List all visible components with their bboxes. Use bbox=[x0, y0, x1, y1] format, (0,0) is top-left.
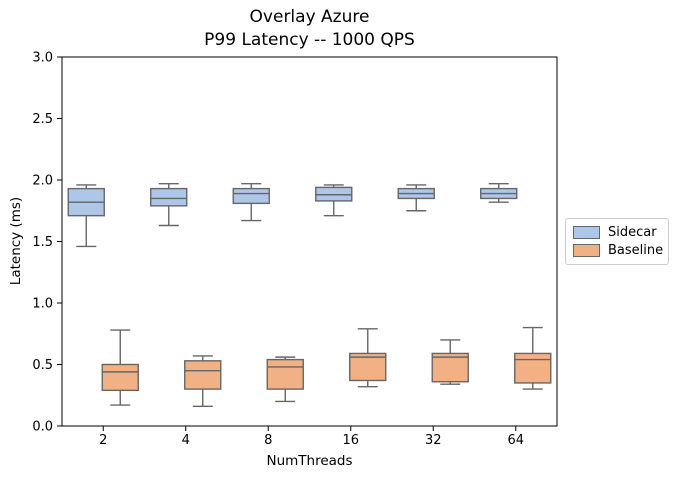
box-rect bbox=[101, 363, 139, 392]
boxplot-sidecar-64 bbox=[480, 182, 518, 203]
x-tick-label: 64 bbox=[507, 433, 524, 448]
x-axis-label: NumThreads bbox=[266, 453, 353, 469]
y-tick-label: 0.5 bbox=[32, 358, 53, 373]
x-tick-label: 4 bbox=[182, 433, 190, 448]
legend-label-baseline: Baseline bbox=[608, 243, 664, 258]
baseline-swatch-icon bbox=[573, 244, 600, 257]
chart-title-line2: P99 Latency -- 1000 QPS bbox=[204, 30, 415, 50]
legend-label-sidecar: Sidecar bbox=[608, 225, 657, 240]
boxplot-sidecar-16 bbox=[315, 184, 353, 217]
box-rect bbox=[266, 358, 304, 390]
x-tick-label: 16 bbox=[342, 433, 359, 448]
boxplot-baseline-8 bbox=[266, 356, 304, 403]
legend: Sidecar Baseline bbox=[565, 218, 669, 265]
y-tick-label: 0.0 bbox=[32, 420, 53, 435]
boxplot-sidecar-2 bbox=[67, 184, 105, 248]
box-rect bbox=[514, 352, 552, 384]
boxplot-baseline-4 bbox=[184, 355, 222, 408]
sidecar-swatch-icon bbox=[573, 226, 600, 239]
boxplot-baseline-32 bbox=[431, 339, 469, 385]
chart-title: Overlay Azure P99 Latency -- 1000 QPS bbox=[62, 6, 557, 52]
boxplot-sidecar-32 bbox=[397, 184, 435, 212]
legend-item-baseline: Baseline bbox=[573, 243, 664, 258]
y-tick-label: 2.5 bbox=[32, 112, 53, 127]
box-rect bbox=[150, 187, 188, 207]
boxplot-baseline-64 bbox=[514, 326, 552, 390]
box-rect bbox=[349, 352, 387, 382]
x-tick-label: 2 bbox=[99, 433, 107, 448]
box-rect bbox=[184, 360, 222, 390]
y-tick-label: 1.5 bbox=[32, 235, 53, 250]
chart-title-line1: Overlay Azure bbox=[249, 7, 370, 27]
y-tick-label: 1.0 bbox=[32, 297, 53, 312]
boxplot-sidecar-4 bbox=[150, 182, 188, 227]
box-rect bbox=[232, 187, 270, 205]
y-tick-label: 2.0 bbox=[32, 174, 53, 189]
box-rect bbox=[431, 352, 469, 383]
boxplot-baseline-16 bbox=[349, 328, 387, 388]
boxplot-baseline-2 bbox=[101, 329, 139, 406]
x-tick-label: 32 bbox=[425, 433, 442, 448]
legend-item-sidecar: Sidecar bbox=[573, 226, 662, 239]
boxplot-sidecar-8 bbox=[232, 182, 270, 222]
y-tick-label: 3.0 bbox=[32, 51, 53, 66]
x-tick-label: 8 bbox=[264, 433, 272, 448]
